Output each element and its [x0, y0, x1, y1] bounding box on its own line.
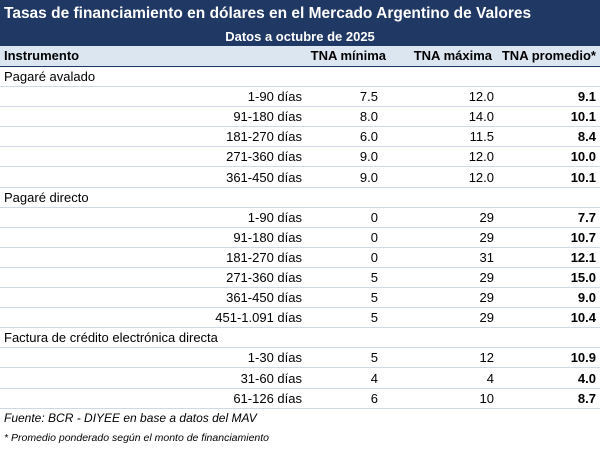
- tna-avg: 8.7: [577, 390, 596, 406]
- group-row: Factura de crédito electrónica directa: [0, 328, 600, 349]
- tna-min: 5: [370, 350, 378, 366]
- tna-min: 5: [370, 310, 378, 326]
- data-row: 271-360 días 5 29 15.0: [0, 268, 600, 288]
- tna-avg: 10.1: [570, 109, 596, 125]
- term: 91-180 días: [233, 109, 302, 125]
- column-header: Instrumento: [4, 48, 80, 63]
- data-row: 361-450 días 5 29 9.0: [0, 288, 600, 309]
- tna-avg: 9.0: [577, 290, 596, 306]
- tna-max: 12: [479, 350, 494, 366]
- tna-max: 29: [479, 290, 494, 306]
- tna-min: 0: [370, 229, 378, 245]
- tna-min: 9.0: [359, 169, 378, 185]
- tna-avg: 10.4: [570, 310, 596, 326]
- tna-max: 12.0: [468, 149, 494, 165]
- footnote: * Promedio ponderado según el monto de f…: [4, 432, 270, 444]
- tna-min: 5: [370, 270, 378, 285]
- data-row: 451-1.091 días 5 29 10.4: [0, 308, 600, 329]
- term: 61-126 días: [233, 390, 302, 406]
- term: 1-90 días: [247, 209, 302, 225]
- tna-min: 8.0: [359, 109, 378, 125]
- data-row: 271-360 días 9.0 12.0 10.0: [0, 147, 600, 168]
- term: 1-30 días: [247, 350, 302, 366]
- group-row: Pagaré avalado: [0, 67, 600, 87]
- tna-avg: 10.1: [570, 169, 596, 185]
- data-row: 91-180 días 8.0 14.0 10.1: [0, 107, 600, 128]
- data-row: 31-60 días 4 4 4.0: [0, 369, 600, 389]
- tna-avg: 4.0: [577, 370, 596, 386]
- subtitle: Datos a octubre de 2025: [0, 28, 600, 46]
- tna-min: 5: [370, 290, 378, 306]
- title: Tasas de financiamiento en dólares en el…: [0, 0, 600, 28]
- group-name: Pagaré directo: [4, 189, 89, 205]
- column-header: TNA promedio*: [501, 48, 596, 63]
- column-header: TNA mínima: [310, 48, 386, 63]
- tna-max: 29: [479, 229, 494, 245]
- term: 361-450 días: [226, 290, 302, 306]
- tna-avg: 8.4: [577, 129, 596, 145]
- column-header: TNA máxima: [413, 48, 492, 63]
- term: 361-450 días: [226, 169, 302, 185]
- term: 181-270 días: [226, 129, 302, 145]
- tna-max: 29: [479, 270, 494, 285]
- term: 271-360 días: [226, 270, 302, 285]
- term: 181-270 días: [226, 249, 302, 265]
- term: 1-90 días: [247, 89, 302, 105]
- term: 31-60 días: [240, 370, 302, 386]
- group-row: Pagaré directo: [0, 188, 600, 208]
- data-row: 1-90 días 0 29 7.7: [0, 208, 600, 228]
- tna-avg: 12.1: [570, 249, 596, 265]
- data-row: 61-126 días 6 10 8.7: [0, 389, 600, 409]
- tna-min: 7.5: [359, 89, 378, 105]
- tna-min: 6: [370, 390, 378, 406]
- term: 451-1.091 días: [215, 310, 302, 326]
- group-name: Factura de crédito electrónica directa: [4, 330, 218, 346]
- header-row: Instrumento TNA mínima TNA máxima TNA pr…: [0, 46, 600, 67]
- tna-max: 14.0: [468, 109, 494, 125]
- tna-avg: 10.9: [570, 350, 596, 366]
- tna-avg: 10.7: [570, 229, 596, 245]
- tna-min: 9.0: [359, 149, 378, 165]
- tna-max: 29: [479, 310, 494, 326]
- data-row: 181-270 días 6.0 11.5 8.4: [0, 127, 600, 148]
- data-row: 1-90 días 7.5 12.0 9.1: [0, 87, 600, 108]
- tna-max: 12.0: [468, 169, 494, 185]
- tna-max: 12.0: [468, 89, 494, 105]
- tna-max: 10: [479, 390, 494, 406]
- tna-max: 4: [486, 370, 494, 386]
- tna-avg: 9.1: [577, 89, 596, 105]
- data-row: 181-270 días 0 31 12.1: [0, 248, 600, 268]
- data-row: 91-180 días 0 29 10.7: [0, 228, 600, 248]
- tna-max: 29: [479, 209, 494, 225]
- term: 91-180 días: [233, 229, 302, 245]
- source: Fuente: BCR - DIYEE en base a datos del …: [4, 411, 257, 425]
- data-row: 361-450 días 9.0 12.0 10.1: [0, 168, 600, 188]
- tna-min: 0: [370, 209, 378, 225]
- term: 271-360 días: [226, 149, 302, 165]
- data-row: 1-30 días 5 12 10.9: [0, 348, 600, 369]
- tna-min: 4: [370, 370, 378, 386]
- tna-avg: 15.0: [570, 270, 596, 285]
- group-name: Pagaré avalado: [4, 69, 96, 84]
- tna-max: 31: [479, 249, 494, 265]
- tna-avg: 10.0: [570, 149, 596, 165]
- tna-min: 0: [370, 249, 378, 265]
- tna-avg: 7.7: [577, 209, 596, 225]
- tna-min: 6.0: [359, 129, 378, 145]
- tna-max: 11.5: [469, 129, 494, 145]
